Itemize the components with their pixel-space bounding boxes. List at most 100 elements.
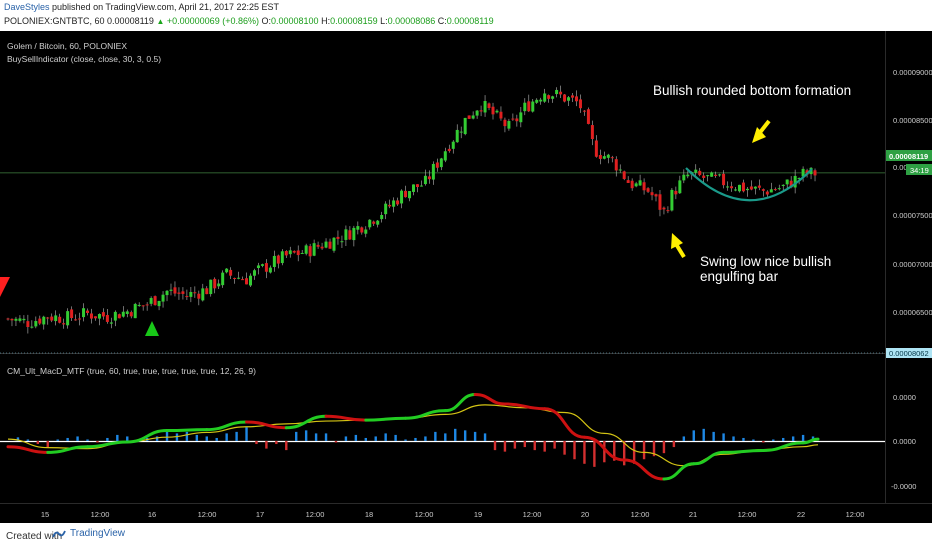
y-tick-label: 0.00007500 [893,211,932,220]
candle-body [260,264,264,266]
histogram-bar [374,436,377,441]
candle-body [360,227,364,233]
macd-segment [801,437,820,445]
candle-body [571,95,575,98]
candle-body [34,321,38,327]
candle-body [233,278,237,280]
candle-body [157,300,161,307]
candle-body [698,170,702,176]
macd-segment [245,420,288,430]
candle-body [439,158,443,168]
histogram-bar [762,441,765,443]
candle-body [256,265,260,269]
symbol-label: POLONIEX:GNTBTC, 60 [4,16,105,26]
candle-body [614,159,618,171]
histogram-bar [483,433,487,441]
histogram-bar [155,436,159,441]
candle-body [209,279,213,295]
histogram-bar [593,441,596,467]
candle-body [320,246,324,249]
histogram-bar [553,441,556,449]
countdown-label: 34:19 [910,166,929,175]
histogram-bar [195,434,199,441]
candle-body [344,229,348,240]
macd-line [6,392,820,481]
candle-body [82,308,86,318]
histogram-bar [424,436,427,441]
macd-segment [692,450,726,466]
histogram-bar [692,430,695,441]
tradingview-link[interactable]: TradingView [52,528,125,539]
close-value: 0.00008119 [446,16,494,26]
candle-body [46,317,50,319]
chart-area[interactable]: Golem / Bitcoin, 60, POLONIEX BuySellInd… [0,31,932,523]
candle-body [737,184,741,192]
candle-body [86,310,90,313]
chart-svg[interactable]: Golem / Bitcoin, 60, POLONIEX BuySellInd… [0,31,932,523]
candle-body [22,318,26,321]
macd-segment [722,449,765,454]
candle-body [419,185,423,187]
histogram-bar [36,441,40,445]
candle-body [388,204,392,207]
candle-body [793,175,797,188]
histogram-bar [384,433,387,441]
candle-body [598,155,602,159]
histogram-bar [126,436,129,441]
candle-body [654,194,658,197]
histogram-bar [295,431,298,441]
histogram-bar [215,437,218,441]
histogram-bar [454,428,457,441]
candle-body [324,241,328,248]
macd-segment [324,414,368,422]
histogram-bar [583,441,586,464]
macd-segment [582,435,626,462]
candle-body [543,93,547,102]
candle-body [455,129,459,143]
candle-body [527,101,531,112]
up-triangle-icon: ▲ [156,17,165,26]
candle-body [141,305,145,307]
candle-body [109,322,113,324]
candle-body [479,110,483,112]
macd-segment [364,416,408,422]
candle-body [42,316,46,325]
histogram-bar [543,441,546,452]
candle-body [70,309,74,319]
candle-body [706,175,710,177]
candle-body [14,318,18,321]
histogram-bar [772,439,775,441]
x-tick-label: 12:00 [846,510,865,519]
price-change: +0.00000069 (+0.86%) [166,16,259,26]
histogram-bar [255,441,258,445]
histogram-bar [16,437,20,441]
prev-close-label: 0.00008062 [889,349,929,358]
candle-body [89,313,93,319]
histogram-bar [791,436,795,441]
candle-body [694,169,698,173]
candle-body [340,241,344,243]
candle-body [578,99,582,109]
open-value: 0.00008100 [271,16,319,26]
x-tick-label: 18 [365,510,373,519]
histogram-bar [334,441,338,443]
candle-body [602,156,606,159]
candle-body [356,226,360,230]
candle-body [50,316,54,321]
histogram-bar [314,433,318,441]
author-link[interactable]: DaveStyles [4,2,50,12]
macd-segment [622,458,666,481]
candle-body [586,109,590,124]
candle-body [459,131,463,133]
histogram-bar [603,441,606,463]
candle-body [376,220,380,225]
candle-body [113,311,117,321]
candle-body [761,189,765,191]
candle-body [169,289,173,291]
candle-body [753,186,757,189]
candle-body [411,184,415,192]
candle-body [567,97,571,101]
last-price-box [886,150,932,161]
histogram-bar [573,441,576,460]
macd-segment [543,407,586,439]
